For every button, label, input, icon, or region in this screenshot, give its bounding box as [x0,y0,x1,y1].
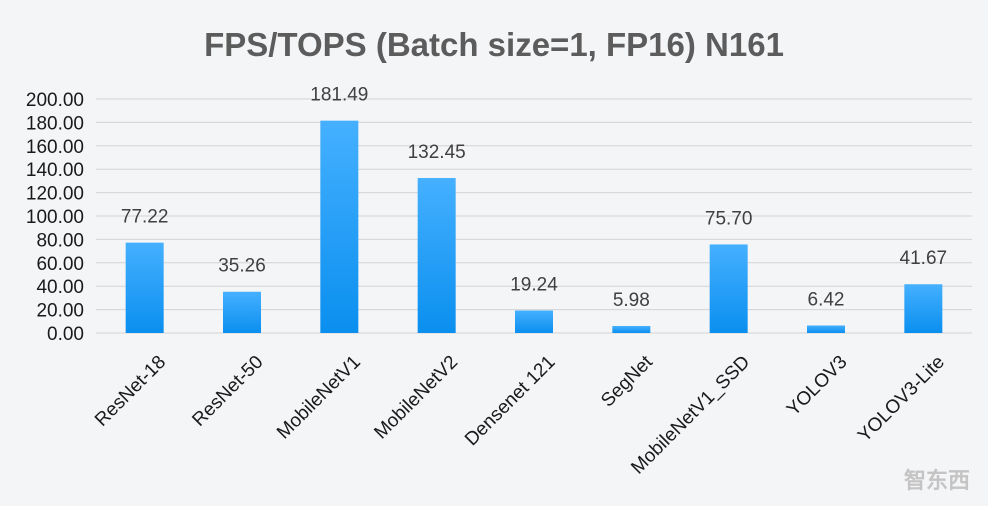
data-label: 19.24 [510,274,558,295]
chart-title: FPS/TOPS (Batch size=1, FP16) N161 [204,26,784,63]
bar-resnet-50 [223,291,261,333]
y-tick-label: 140.00 [26,160,84,181]
bar-yolov3-lite [904,284,943,333]
data-labels: 77.22 35.26 181.49 132.45 19.24 5.98 75.70 6.42… [121,85,947,311]
y-tick-label: 40.00 [36,277,84,298]
x-tick-label: MobileNetV1 [273,352,365,444]
y-tick-label: 100.00 [26,207,84,228]
bar-densenet-121 [515,310,553,333]
bar-yolov3 [807,325,845,333]
bar-mobilenetv2 [417,178,456,333]
bar-resnet-18 [125,242,164,333]
y-tick-label: 180.00 [26,113,84,134]
data-label: 35.26 [218,256,266,277]
bar-mobilenetv1 [320,120,359,333]
data-label: 6.42 [808,289,845,310]
data-label: 77.22 [121,207,169,228]
x-tick-label: ResNet-18 [91,352,170,431]
y-tick-label: 120.00 [26,184,84,205]
x-tick-label: MobileNetV2 [370,352,462,444]
data-label: 5.98 [613,290,650,311]
x-tick-label: ResNet-50 [188,352,267,431]
bar-segnet [612,326,651,333]
x-axis-ticks: ResNet-18 ResNet-50 MobileNetV1 MobileNetV2… [91,351,949,478]
data-label: 75.70 [705,208,753,229]
bar-mobilenetv1-ssd [709,244,748,333]
y-tick-label: 80.00 [36,230,84,251]
y-tick-label: 200.00 [26,90,84,111]
y-tick-label: 0.00 [47,324,84,345]
data-label: 41.67 [900,248,948,269]
x-tick-label: YOLOV3-Lite [854,352,949,447]
y-tick-label: 160.00 [26,137,84,158]
y-tick-label: 60.00 [36,254,84,275]
bars [125,120,943,333]
watermark: 智东西 [904,468,970,493]
x-tick-label: Densenet 121 [461,352,560,451]
x-tick-label: SegNet [597,351,657,411]
x-tick-label: YOLOV3 [783,352,852,421]
data-label: 181.49 [310,85,368,106]
y-tick-label: 20.00 [36,301,84,322]
data-label: 132.45 [408,142,466,163]
